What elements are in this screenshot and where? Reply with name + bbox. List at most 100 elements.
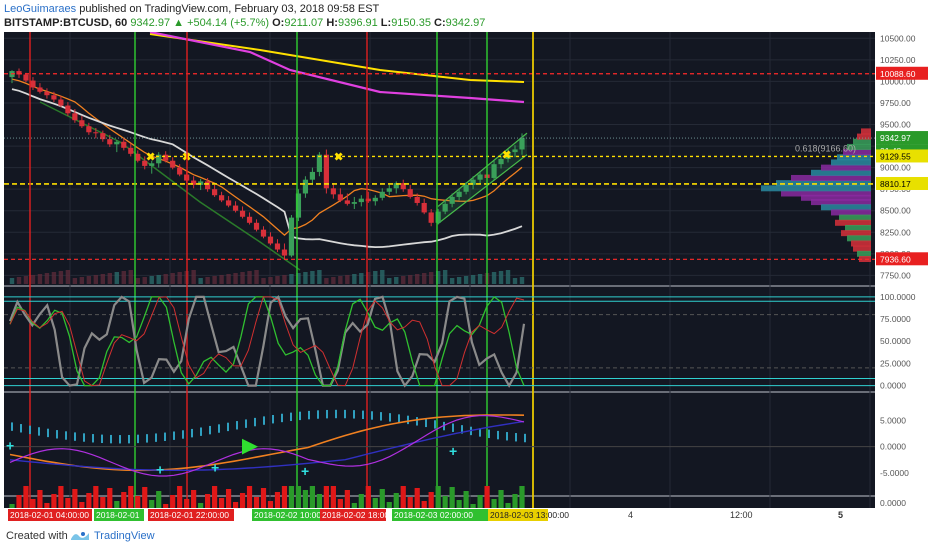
candle-body: [274, 243, 281, 250]
author-link[interactable]: LeoGuimaraes: [4, 3, 77, 15]
volume-bar: [456, 277, 462, 284]
volume-bar: [44, 273, 50, 284]
volume-bar: [233, 273, 238, 284]
publish-line: LeoGuimaraes published on TradingView.co…: [4, 3, 379, 15]
volume-bar: [316, 494, 322, 508]
volume-bar: [274, 492, 281, 508]
time-axis-label: 4: [628, 510, 633, 520]
series-line: [149, 32, 525, 104]
volume-bar: [289, 274, 294, 284]
volume-bar: [205, 494, 211, 508]
volume-bar: [93, 275, 99, 284]
volume-bar: [149, 276, 154, 284]
candle-body: [470, 179, 476, 185]
chart-background: [4, 32, 875, 508]
price-tick-label: 8250.00: [880, 227, 911, 237]
volume-profile-bar: [821, 164, 871, 171]
volume-bar: [30, 275, 36, 284]
time-axis-label: 12:00: [730, 510, 753, 520]
price-level-label: 8810.17: [880, 179, 911, 189]
volume-bar: [100, 274, 106, 284]
volume-bar: [394, 277, 399, 284]
volume-bar: [170, 495, 176, 508]
volume-profile-bar: [821, 204, 871, 211]
cross-marker-icon: +: [301, 463, 309, 479]
volume-profile-bar: [835, 219, 871, 226]
time-axis-label: 2018-02-02 18:00: [322, 510, 389, 520]
volume-bar: [442, 270, 448, 284]
volume-bar: [295, 486, 302, 508]
volume-bar: [281, 486, 288, 508]
volume-bar: [163, 274, 168, 284]
published-text: published on TradingView.com, February 0…: [79, 3, 380, 15]
volume-bar: [345, 275, 350, 284]
volume-bar: [323, 486, 329, 508]
volume-bar: [93, 486, 99, 508]
candle-body: [79, 120, 85, 127]
volume-bar: [309, 486, 316, 508]
candle-body: [100, 133, 106, 140]
price-level-badge: [876, 176, 928, 190]
volume-profile-bar: [831, 159, 871, 166]
symbol-label[interactable]: BITSTAMP:BTCUSD, 60: [4, 17, 128, 29]
volume-bar: [65, 270, 71, 284]
volume-profile-bar: [857, 250, 871, 257]
candle-body: [163, 154, 169, 161]
candle-body: [198, 181, 204, 185]
series-line: [8, 295, 526, 388]
candle-body: [302, 179, 309, 194]
candle-body: [337, 194, 343, 201]
candle-body: [281, 249, 288, 256]
volume-profile-bar: [861, 128, 871, 135]
candle-body: [114, 141, 120, 145]
candle-body: [456, 191, 462, 197]
price-tick-label: 10000.00: [880, 76, 916, 86]
volume-bar: [260, 488, 267, 508]
price-tick-label: 10500.00: [880, 33, 916, 43]
candle-body: [512, 149, 518, 153]
volume-bar: [373, 271, 378, 284]
candle-body: [239, 210, 246, 217]
time-axis-badge: [488, 509, 548, 521]
volume-profile-bar: [845, 224, 871, 231]
time-axis-label: 2018-02-01: [96, 510, 140, 520]
volume-bar: [303, 272, 308, 284]
volume-bar: [449, 487, 455, 508]
price-level-label: 9342.97: [880, 133, 911, 143]
volume-bar: [435, 271, 441, 284]
volume-bar: [135, 278, 140, 284]
time-axis-badge: [252, 509, 320, 521]
volume-bar: [407, 497, 413, 508]
chart-canvas[interactable]: 10500.0010250.0010000.009750.009500.0092…: [0, 32, 932, 522]
volume-bar: [477, 274, 483, 284]
candle-body: [477, 174, 483, 180]
volume-bar: [317, 270, 322, 284]
candle-body: [428, 212, 434, 223]
volume-bar: [212, 486, 218, 508]
series-line: [9, 414, 525, 477]
price-level-label: 10088.60: [880, 69, 916, 79]
volume-bar: [505, 270, 511, 284]
volume-bar: [246, 486, 253, 508]
candle-body: [191, 180, 197, 185]
volume-bar: [232, 502, 239, 508]
candle-body: [351, 202, 357, 204]
up-arrow-icon: ▲: [173, 17, 185, 29]
volume-bar: [463, 491, 469, 508]
series-line: [39, 101, 301, 271]
volume-bar: [338, 276, 343, 284]
candle-body: [421, 202, 427, 213]
price-level-badge: [876, 131, 928, 145]
volume-bar: [331, 277, 336, 284]
candle-body: [121, 141, 127, 148]
series-line: [9, 296, 525, 387]
tradingview-brand[interactable]: TradingView: [94, 530, 155, 542]
volume-profile-bar: [761, 185, 871, 192]
candle-body: [393, 183, 399, 189]
volume-bar: [267, 501, 274, 508]
series-line: [9, 414, 525, 472]
channel-line: [437, 132, 528, 207]
price-level-badge: [876, 66, 928, 80]
candle-body: [323, 154, 329, 189]
candle-body: [407, 189, 413, 197]
